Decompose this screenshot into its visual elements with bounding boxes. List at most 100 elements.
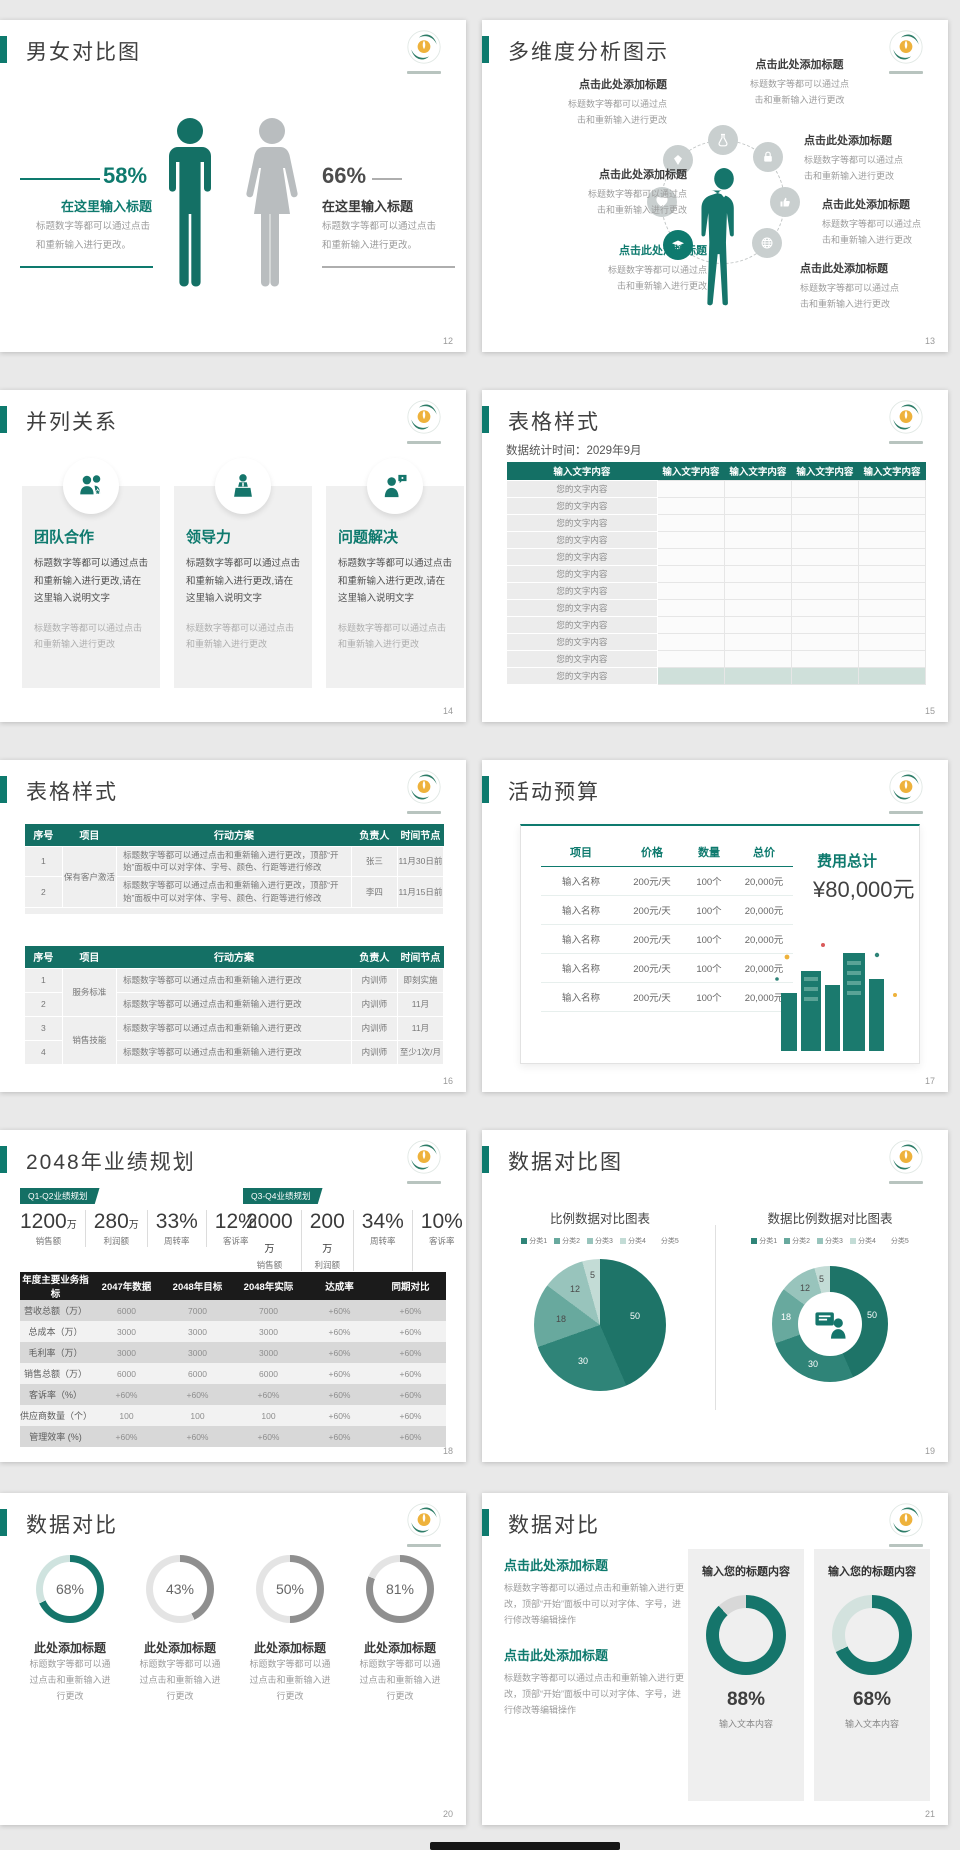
- cell-empty: [857, 581, 927, 600]
- cell-quantity: 100个: [696, 935, 722, 946]
- brand-logo-caption: [889, 1544, 923, 1547]
- legend-item: 分类4: [850, 1236, 876, 1246]
- cell-no: 3: [24, 1015, 63, 1041]
- table-row: 您的文字内容: [506, 666, 927, 685]
- table-row: 您的文字内容: [506, 513, 927, 532]
- slide-thumbnail-20[interactable]: 数据对比 68% 此处添加标题 标题数字等都可以通 过点击和重新输入进 行更改 …: [0, 1493, 466, 1825]
- card-heading: 问题解决: [338, 529, 399, 546]
- cell-target: +60%: [162, 1384, 233, 1405]
- table-row: 输入名称 200元/天 100个 20,000元: [541, 867, 793, 896]
- stat-unit: 万: [264, 1244, 275, 1255]
- male-figure-icon: [169, 118, 211, 287]
- stat-item: 1200万 销售额: [12, 1210, 85, 1247]
- table-row: 1 保有客户激活 标题数字等都可以通过点击和重新输入进行更改，顶部“开始”面板中…: [24, 845, 445, 908]
- slide-thumbnail-12[interactable]: 男女对比图 58% 在这里输入标题 标题数字等都可以通过点击 和重新输入进行更改…: [0, 20, 466, 352]
- kpi-table: 年度主要业务指标 2047年数据 2048年目标 2048年实际 达成率 同期对比 营收总…: [20, 1272, 446, 1447]
- slide-title: 活动预算: [508, 781, 600, 804]
- cell-action: 标题数字等都可以通过点击和重新输入进行更改: [116, 1039, 352, 1065]
- bottom-scrollbar[interactable]: [430, 1842, 620, 1850]
- cell-empty: [790, 547, 859, 566]
- table-body: 1 服务标准 标题数字等都可以通过点击和重新输入进行更改 内训师 即刻实施 2 …: [24, 967, 445, 1065]
- column-header: 时间节点: [397, 824, 444, 846]
- stat-rule-left-top: [20, 178, 100, 180]
- cell-empty: [723, 530, 792, 549]
- slide-thumbnail-17[interactable]: 活动预算 项目 价格 数量 总价 输入名称 200元/天 100个 20,000…: [482, 760, 948, 1092]
- slide-thumbnail-16[interactable]: 表格样式 序号 项目 行动方案 负责人 时间节点 1 保有客户激活 标题数字等都…: [0, 760, 466, 1092]
- pie-label: 30: [808, 1359, 819, 1369]
- legend-item: 分类5: [660, 1238, 679, 1245]
- cell-quantity: 100个: [696, 964, 722, 975]
- column-header: 行动方案: [116, 946, 352, 968]
- stat-panel-1: 输入您的标题内容 88% 输入文本内容: [688, 1549, 804, 1801]
- cell-empty: [790, 615, 859, 634]
- card-body: 标题数字等都可以通过点击和重新输入进行更改,请在这里输入说明文字: [34, 558, 149, 605]
- cell-empty: [790, 598, 859, 617]
- slide-thumbnail-21[interactable]: 数据对比 点击此处添加标题 标题数字等都可以通过点击和重新输入进行更改，顶部“开…: [482, 1493, 948, 1825]
- diagram-block-6: 点击此处添加标题 标题数字等都可以通过点 击和重新输入进行更改: [822, 196, 950, 249]
- slide-title: 并列关系: [26, 411, 118, 434]
- cell-label: 您的文字内容: [506, 666, 658, 685]
- slide-thumbnail-15[interactable]: 表格样式 数据统计时间：2029年9月 输入文字内容 输入文字内容 输入文字内容…: [482, 390, 948, 722]
- block-line1: 标题数字等都可以通过点: [822, 219, 922, 230]
- slide-thumbnail-19[interactable]: 数据对比图 比例数据对比图表 分类1 分类2 分类3 分类4 分类5 50 30 18 …: [482, 1130, 948, 1462]
- stat-label: 客诉率: [223, 1236, 249, 1246]
- cell-actual: +60%: [233, 1384, 304, 1405]
- item-line2: 过点击和重新输入进: [139, 1675, 221, 1686]
- title-accent-bar: [482, 406, 489, 433]
- cell-empty: [857, 547, 927, 566]
- cell-empty: [656, 581, 725, 600]
- pie-label: 18: [556, 1314, 567, 1324]
- table-row: 供应商数量（个） 100 100 100 +60% +60%: [20, 1405, 446, 1426]
- graduation-cap-icon: [663, 230, 693, 260]
- budget-table: 项目 价格 数量 总价 输入名称 200元/天 100个 20,000元 输入名…: [541, 844, 793, 1012]
- column-header: 项目: [62, 824, 117, 846]
- cell-empty: [656, 615, 725, 634]
- legend-item: 分类3: [587, 1236, 613, 1246]
- total-value: ¥80,000元: [813, 877, 915, 902]
- cell-owner: 内训师: [350, 1015, 398, 1041]
- table-row: 您的文字内容: [506, 564, 927, 583]
- item-line1: 标题数字等都可以通: [249, 1659, 331, 1669]
- progress-item-1: 68% 此处添加标题 标题数字等都可以通 过点击和重新输入进 行更改: [20, 1555, 120, 1705]
- column-header: 2048年目标: [162, 1272, 233, 1300]
- title-accent-bar: [482, 1146, 489, 1173]
- table-row: 营收总额（万） 6000 7000 7000 +60% +60%: [20, 1300, 446, 1321]
- cell-total: 20,000元: [744, 877, 784, 888]
- cell-time: 即刻实施: [396, 967, 445, 993]
- slide-thumbnail-18[interactable]: 2048年业绩规划 Q1-Q2业绩规划 Q3-Q4业绩规划 1200万 销售额 2…: [0, 1130, 466, 1462]
- legend-item: 分类2: [554, 1236, 580, 1246]
- badge-q3-q4: Q3-Q4业绩规划: [243, 1188, 323, 1204]
- table-row: 4 标题数字等都可以通过点击和重新输入进行更改 内训师 至少1次/月: [24, 1039, 445, 1065]
- cell-actual: 3000: [233, 1321, 304, 1342]
- progress-item-3: 50% 此处添加标题 标题数字等都可以通 过点击和重新输入进 行更改: [240, 1555, 340, 1705]
- cell-no: 4: [24, 1039, 63, 1065]
- slide-title: 多维度分析图示: [508, 41, 669, 64]
- title-accent-bar: [0, 36, 7, 63]
- brand-logo-icon: [889, 30, 923, 64]
- cell-empty: [656, 479, 725, 498]
- cell-empty: [790, 530, 859, 549]
- cell-actual: 100: [233, 1405, 304, 1426]
- page-number: 21: [924, 1809, 935, 1819]
- slide-title: 2048年业绩规划: [26, 1151, 196, 1174]
- slide-thumbnail-13[interactable]: 多维度分析图示 点击此处添加标题 标题数字等都可以通过点 击和重新输入进行更改 点击…: [482, 20, 948, 352]
- column-header: 负责人: [351, 946, 398, 968]
- pie-label: 5: [590, 1270, 596, 1280]
- cell-empty: [857, 632, 927, 651]
- legend-item: 分类1: [521, 1236, 547, 1246]
- cell-actual: 7000: [233, 1300, 304, 1321]
- slide-title: 表格样式: [508, 411, 600, 434]
- pie-label: 30: [578, 1356, 589, 1366]
- cell-yoy: +60%: [375, 1363, 446, 1384]
- city-buildings-illustration: [775, 943, 897, 1051]
- cell-empty: [723, 564, 792, 583]
- block-line2: 击和重新输入进行更改: [596, 205, 687, 215]
- female-stat-heading: 在这里输入标题: [322, 199, 414, 214]
- diamond-icon: [663, 145, 693, 175]
- cell-achievement: +60%: [304, 1426, 375, 1447]
- table-row: 管理效率 (%) +60% +60% +60% +60% +60%: [20, 1426, 446, 1447]
- column-header: 达成率: [304, 1272, 375, 1300]
- slide-thumbnail-14[interactable]: 并列关系 团队合作 标题数字等都可以通过点击和重新输入进行更改,请在这里输入说明…: [0, 390, 466, 722]
- chart-title: 比例数据对比图表: [549, 1212, 650, 1226]
- action-plan-table-1: 序号 项目 行动方案 负责人 时间节点 1 保有客户激活 标题数字等都可以通过点…: [24, 824, 445, 915]
